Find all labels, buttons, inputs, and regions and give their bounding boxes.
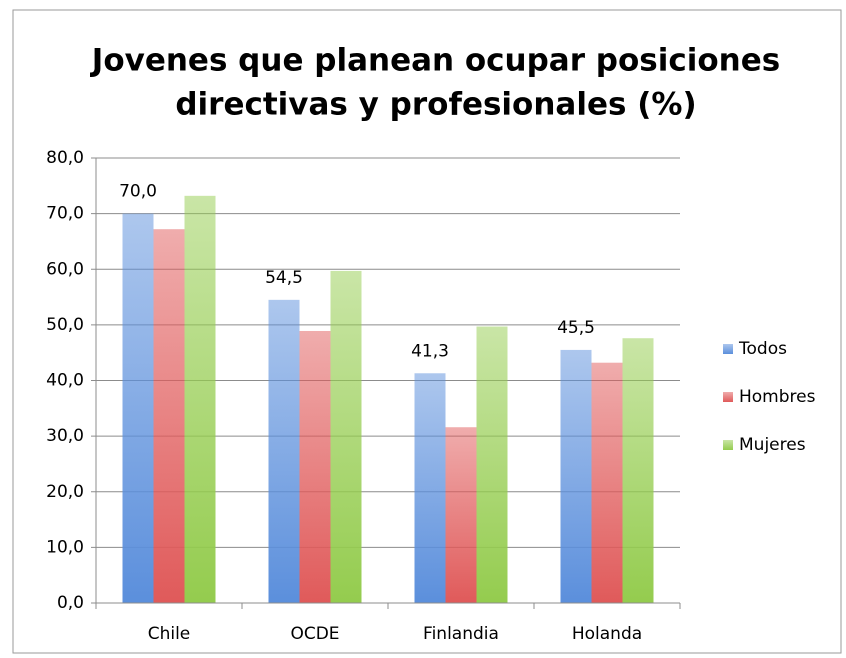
bar xyxy=(476,326,508,603)
value-label: 45,5 xyxy=(557,318,595,338)
y-tick-label: 80,0 xyxy=(46,148,84,168)
value-label: 41,3 xyxy=(411,341,449,361)
value-label: 70,0 xyxy=(119,182,157,202)
y-tick-label: 60,0 xyxy=(46,259,84,279)
bar xyxy=(299,330,331,603)
chart-title: directivas y profesionales (%) xyxy=(175,87,696,123)
x-tick-label: Chile xyxy=(148,624,191,644)
bar xyxy=(184,195,216,603)
value-label: 54,5 xyxy=(265,268,303,288)
legend-swatch xyxy=(723,392,733,402)
bar xyxy=(445,427,477,603)
y-tick-label: 10,0 xyxy=(46,537,84,557)
y-tick-label: 50,0 xyxy=(46,315,84,335)
x-tick-label: Holanda xyxy=(572,624,642,644)
legend-swatch xyxy=(723,344,733,354)
x-tick-label: Finlandia xyxy=(423,624,499,644)
bar xyxy=(330,270,362,603)
legend-swatch xyxy=(723,440,733,450)
bar xyxy=(591,362,623,603)
legend-label: Todos xyxy=(738,339,787,359)
y-tick-label: 40,0 xyxy=(46,371,84,391)
y-tick-label: 0,0 xyxy=(57,593,84,613)
y-tick-label: 30,0 xyxy=(46,426,84,446)
bar xyxy=(414,373,446,603)
legend-label: Hombres xyxy=(739,387,816,407)
bar xyxy=(560,349,592,603)
bar xyxy=(622,338,654,603)
bar xyxy=(122,213,154,603)
legend-label: Mujeres xyxy=(739,435,806,455)
y-tick-label: 20,0 xyxy=(46,482,84,502)
x-tick-label: OCDE xyxy=(290,624,339,644)
chart-title: Jovenes que planean ocupar posiciones xyxy=(90,43,780,79)
y-tick-label: 70,0 xyxy=(46,204,84,224)
bar xyxy=(153,229,185,603)
bar xyxy=(268,299,300,603)
